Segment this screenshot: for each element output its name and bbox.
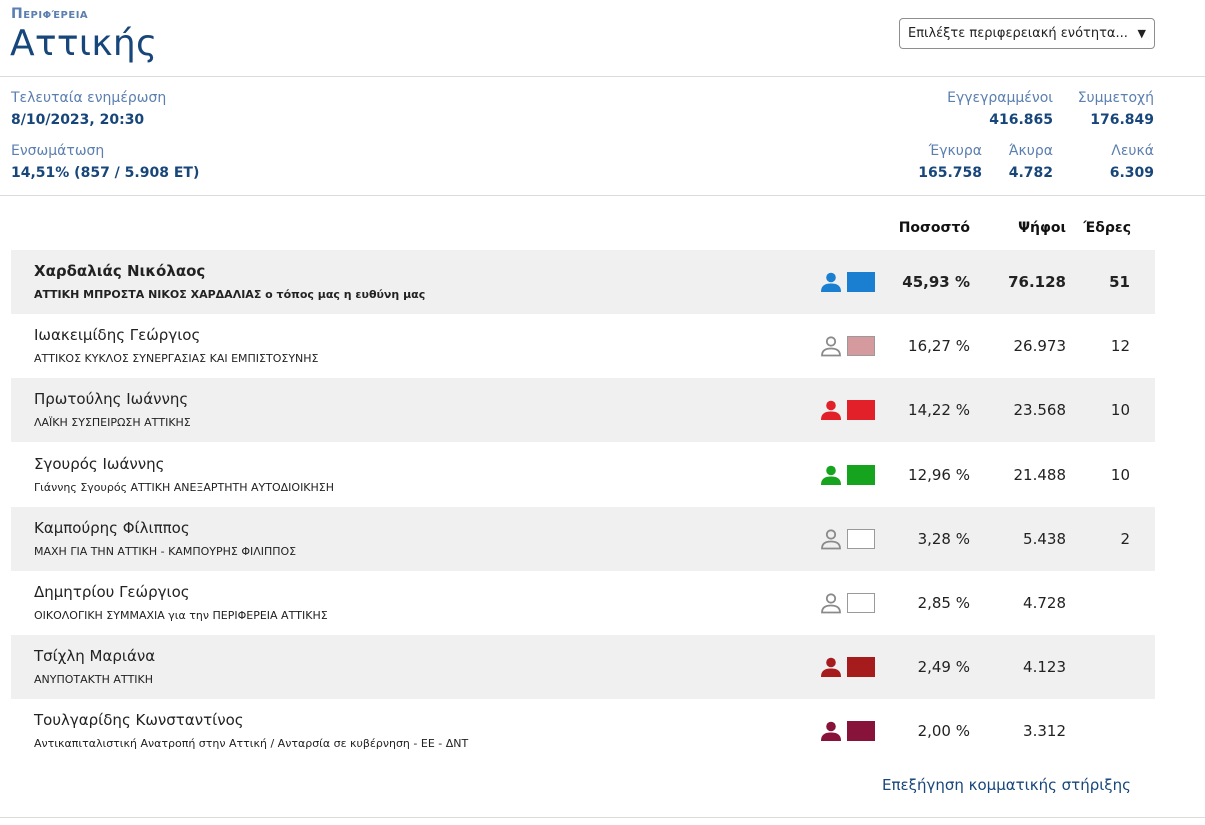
candidate-name: Χαρδαλιάς Νικόλαος (34, 262, 206, 280)
party-color-swatch (847, 400, 875, 421)
percentage-value: 16,27 % (908, 337, 970, 356)
person-icon (821, 593, 841, 614)
candidate-name: Πρωτούλης Ιωάννης (34, 390, 189, 409)
turnout-label: Συμμετοχή (1077, 90, 1154, 106)
page-title: Αττικής (10, 23, 158, 64)
table-row[interactable]: Καμπούρης Φίλιππος ΜΑΧΗ ΓΙΑ ΤΗΝ ΑΤΤΙΚΗ - … (11, 506, 1155, 571)
votes-value: 76.128 (1008, 273, 1066, 291)
table-row[interactable]: Ιωακειμίδης Γεώργιος ΑΤΤΙΚΟΣ ΚΥΚΛΟΣ ΣΥΝΕΡ… (11, 314, 1155, 378)
chevron-down-icon: ▼ (1137, 27, 1146, 40)
table-row[interactable]: Τουλγαρίδης Κωνσταντίνος Αντικαπιταλιστικ… (11, 699, 1155, 763)
person-icon (821, 336, 841, 357)
party-color-swatch (847, 464, 875, 485)
table-row[interactable]: Χαρδαλιάς Νικόλαος ΑΤΤΙΚΗ ΜΠΡΟΣΤΑ ΝΙΚΟΣ Χ… (11, 250, 1155, 314)
votes-value: 5.438 (1023, 529, 1066, 548)
party-name: ΑΤΤΙΚΟΣ ΚΥΚΛΟΣ ΣΥΝΕΡΓΑΣΙΑΣ ΚΑΙ ΕΜΠΙΣΤΟΣΥ… (34, 352, 319, 366)
candidate-name: Τσίχλη Μαριάνα (34, 647, 156, 666)
party-name: Αντικαπιταλιστική Ανατροπή στην Αττική /… (34, 737, 469, 751)
last-update-label: Τελευταία ενημέρωση (11, 90, 167, 106)
candidate-name: Καμπούρης Φίλιππος (34, 518, 190, 537)
registered-label: Εγγεγραμμένοι (947, 90, 1053, 106)
table-row[interactable]: Τσίχλη Μαριάνα ΑΝΥΠΟΤΑΚΤΗ ΑΤΤΙΚΗ 2,49 % 4.1… (11, 635, 1155, 700)
percentage-value: 12,96 % (908, 465, 970, 484)
regional-unit-select-value: Επιλέξτε περιφερειακή ενότητα... (908, 26, 1128, 41)
party-name: ΑΝΥΠΟΤΑΚΤΗ ΑΤΤΙΚΗ (34, 673, 154, 687)
percentage-value: 2,00 % (917, 722, 970, 741)
party-name: ΛΑΪΚΗ ΣΥΣΠΕΙΡΩΣΗ ΑΤΤΙΚΗΣ (34, 416, 191, 430)
candidate-name: Ιωακειμίδης Γεώργιος (34, 326, 201, 345)
registered-value: 416.865 (989, 112, 1053, 128)
votes-value: 4.728 (1023, 594, 1066, 612)
page-header: Περιφέρεια Αττικής Επιλέξτε περιφερειακή… (0, 0, 1205, 77)
percentage-value: 2,85 % (917, 594, 970, 612)
seats-value: 2 (1120, 529, 1130, 548)
percentage-value: 45,93 % (902, 273, 970, 291)
party-color-swatch (847, 657, 875, 678)
blank-value: 6.309 (1109, 165, 1154, 181)
valid-label: Έγκυρα (928, 143, 982, 159)
votes-value: 26.973 (1013, 337, 1067, 356)
integration-label: Ενσωμάτωση (11, 143, 105, 159)
party-color-swatch (847, 593, 875, 613)
table-row[interactable]: Σγουρός Ιωάννης Γιάννης Σγουρός ΑΤΤΙΚΗ ΑΝ… (11, 443, 1155, 507)
votes-value: 21.488 (1013, 465, 1067, 484)
table-row[interactable]: Δημητρίου Γεώργιος ΟΙΚΟΛΟΓΙΚΗ ΣΥΜΜΑΧΙΑ γι… (11, 571, 1155, 635)
stats-panel: Τελευταία ενημέρωση 8/10/2023, 20:30 Ενσ… (0, 77, 1205, 196)
party-name: ΜΑΧΗ ΓΙΑ ΤΗΝ ΑΤΤΙΚΗ - ΚΑΜΠΟΥΡΗΣ ΦΙΛΙΠΠΟΣ (34, 544, 297, 558)
party-color-swatch (847, 528, 875, 549)
regional-unit-select[interactable]: Επιλέξτε περιφερειακή ενότητα... ▼ (899, 18, 1155, 49)
column-header-pct: Ποσοστό (898, 220, 970, 236)
person-icon (821, 722, 841, 742)
invalid-value: 4.782 (1008, 165, 1053, 181)
candidate-name: Δημητρίου Γεώργιος (34, 583, 190, 601)
votes-value: 23.568 (1013, 401, 1067, 420)
region-label: Περιφέρεια (11, 6, 89, 22)
percentage-value: 2,49 % (917, 658, 970, 677)
votes-value: 3.312 (1023, 722, 1066, 741)
percentage-value: 3,28 % (917, 529, 970, 548)
person-icon (821, 657, 841, 678)
candidate-name: Σγουρός Ιωάννης (34, 454, 165, 473)
bottom-divider (0, 817, 1205, 818)
votes-value: 4.123 (1023, 658, 1066, 677)
percentage-value: 14,22 % (908, 401, 970, 420)
party-name: Γιάννης Σγουρός ΑΤΤΙΚΗ ΑΝΕΞΑΡΤΗΤΗ ΑΥΤΟΔΙ… (34, 480, 335, 494)
party-name: ΑΤΤΙΚΗ ΜΠΡΟΣΤΑ ΝΙΚΟΣ ΧΑΡΔΑΛΙΑΣ ο τόπος μ… (34, 288, 426, 301)
seats-value: 10 (1110, 465, 1130, 484)
blank-label: Λευκά (1111, 143, 1154, 159)
turnout-value: 176.849 (1090, 112, 1154, 128)
person-icon (821, 401, 841, 421)
person-icon (821, 272, 841, 292)
party-color-swatch (847, 272, 875, 292)
person-icon (821, 465, 841, 485)
last-update-value: 8/10/2023, 20:30 (11, 112, 145, 128)
column-header-votes: Ψήφοι (1018, 220, 1066, 236)
seats-value: 10 (1110, 401, 1130, 420)
candidate-name: Τουλγαρίδης Κωνσταντίνος (34, 711, 244, 730)
party-color-swatch (847, 721, 875, 742)
party-support-explanation-link[interactable]: Επεξήγηση κομματικής στήριξης (882, 776, 1131, 794)
valid-value: 165.758 (918, 165, 982, 181)
seats-value: 51 (1109, 273, 1130, 291)
column-header-seats: Έδρες (1083, 220, 1131, 236)
integration-value: 14,51% (857 / 5.908 ΕΤ) (11, 165, 200, 181)
invalid-label: Άκυρα (1008, 143, 1053, 159)
seats-value: 12 (1110, 337, 1130, 356)
table-row[interactable]: Πρωτούλης Ιωάννης ΛΑΪΚΗ ΣΥΣΠΕΙΡΩΣΗ ΑΤΤΙΚΗ… (11, 378, 1155, 443)
party-color-swatch (847, 336, 875, 357)
party-name: ΟΙΚΟΛΟΓΙΚΗ ΣΥΜΜΑΧΙΑ για την ΠΕΡΙΦΕΡΕΙΑ Α… (34, 609, 328, 622)
person-icon (821, 529, 841, 550)
